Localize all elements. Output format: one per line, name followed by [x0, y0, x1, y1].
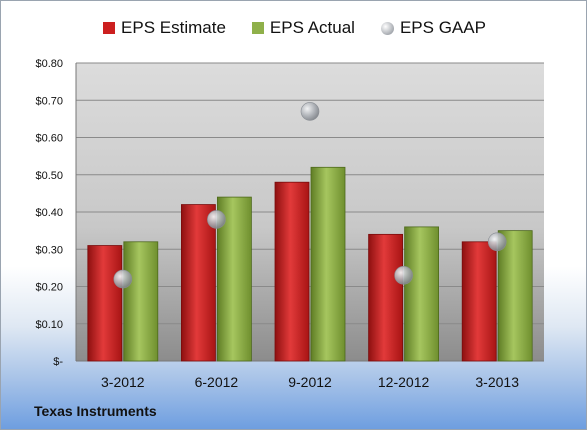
bar-eps-actual [310, 166, 346, 362]
marker-eps-gaap [487, 232, 507, 252]
chart-legend: EPS Estimate EPS Actual EPS GAAP [1, 18, 586, 38]
bar-eps-estimate [87, 245, 123, 362]
bar-eps-estimate [368, 233, 404, 362]
marker-eps-gaap [113, 269, 133, 289]
marker-eps-gaap [207, 210, 226, 229]
x-tick-label: 9-2012 [288, 374, 332, 390]
x-tick-label: 12-2012 [378, 374, 430, 390]
legend-swatch-eps-actual [251, 22, 264, 34]
y-tick-label: $0.30 [35, 244, 63, 256]
y-tick-label: $0.10 [35, 319, 63, 331]
bar-eps-estimate [461, 241, 497, 362]
y-tick-label: $0.20 [35, 282, 63, 294]
bar-eps-actual [123, 241, 159, 362]
legend-label-eps-gaap: EPS GAAP [399, 18, 486, 37]
y-tick-label: $0.40 [35, 207, 63, 219]
marker-eps-gaap [300, 102, 320, 121]
bar-eps-estimate [274, 181, 310, 362]
legend-label-eps-actual: EPS Actual [269, 18, 355, 37]
x-tick-label: 3-2013 [475, 374, 519, 390]
company-name: Texas Instruments [34, 403, 157, 419]
legend-item-eps-gaap: EPS GAAP [380, 18, 486, 38]
legend-item-eps-actual: EPS Actual [251, 18, 355, 38]
y-tick-label: $0.50 [35, 170, 63, 182]
x-tick-label: 3-2012 [101, 374, 145, 390]
legend-item-eps-estimate: EPS Estimate [103, 18, 226, 38]
bar-eps-estimate [180, 204, 216, 362]
bar-eps-actual [404, 226, 440, 362]
x-tick-label: 6-2012 [195, 374, 239, 390]
marker-eps-gaap [394, 266, 413, 285]
bar-eps-actual [497, 230, 533, 362]
legend-swatch-eps-gaap [380, 21, 394, 35]
legend-label-eps-estimate: EPS Estimate [121, 18, 226, 37]
y-tick-label: $0.80 [35, 58, 63, 70]
y-tick-label: $0.60 [35, 133, 63, 145]
y-tick-label: $- [53, 356, 63, 368]
y-tick-label: $0.70 [35, 95, 63, 107]
legend-swatch-eps-estimate [103, 22, 116, 34]
